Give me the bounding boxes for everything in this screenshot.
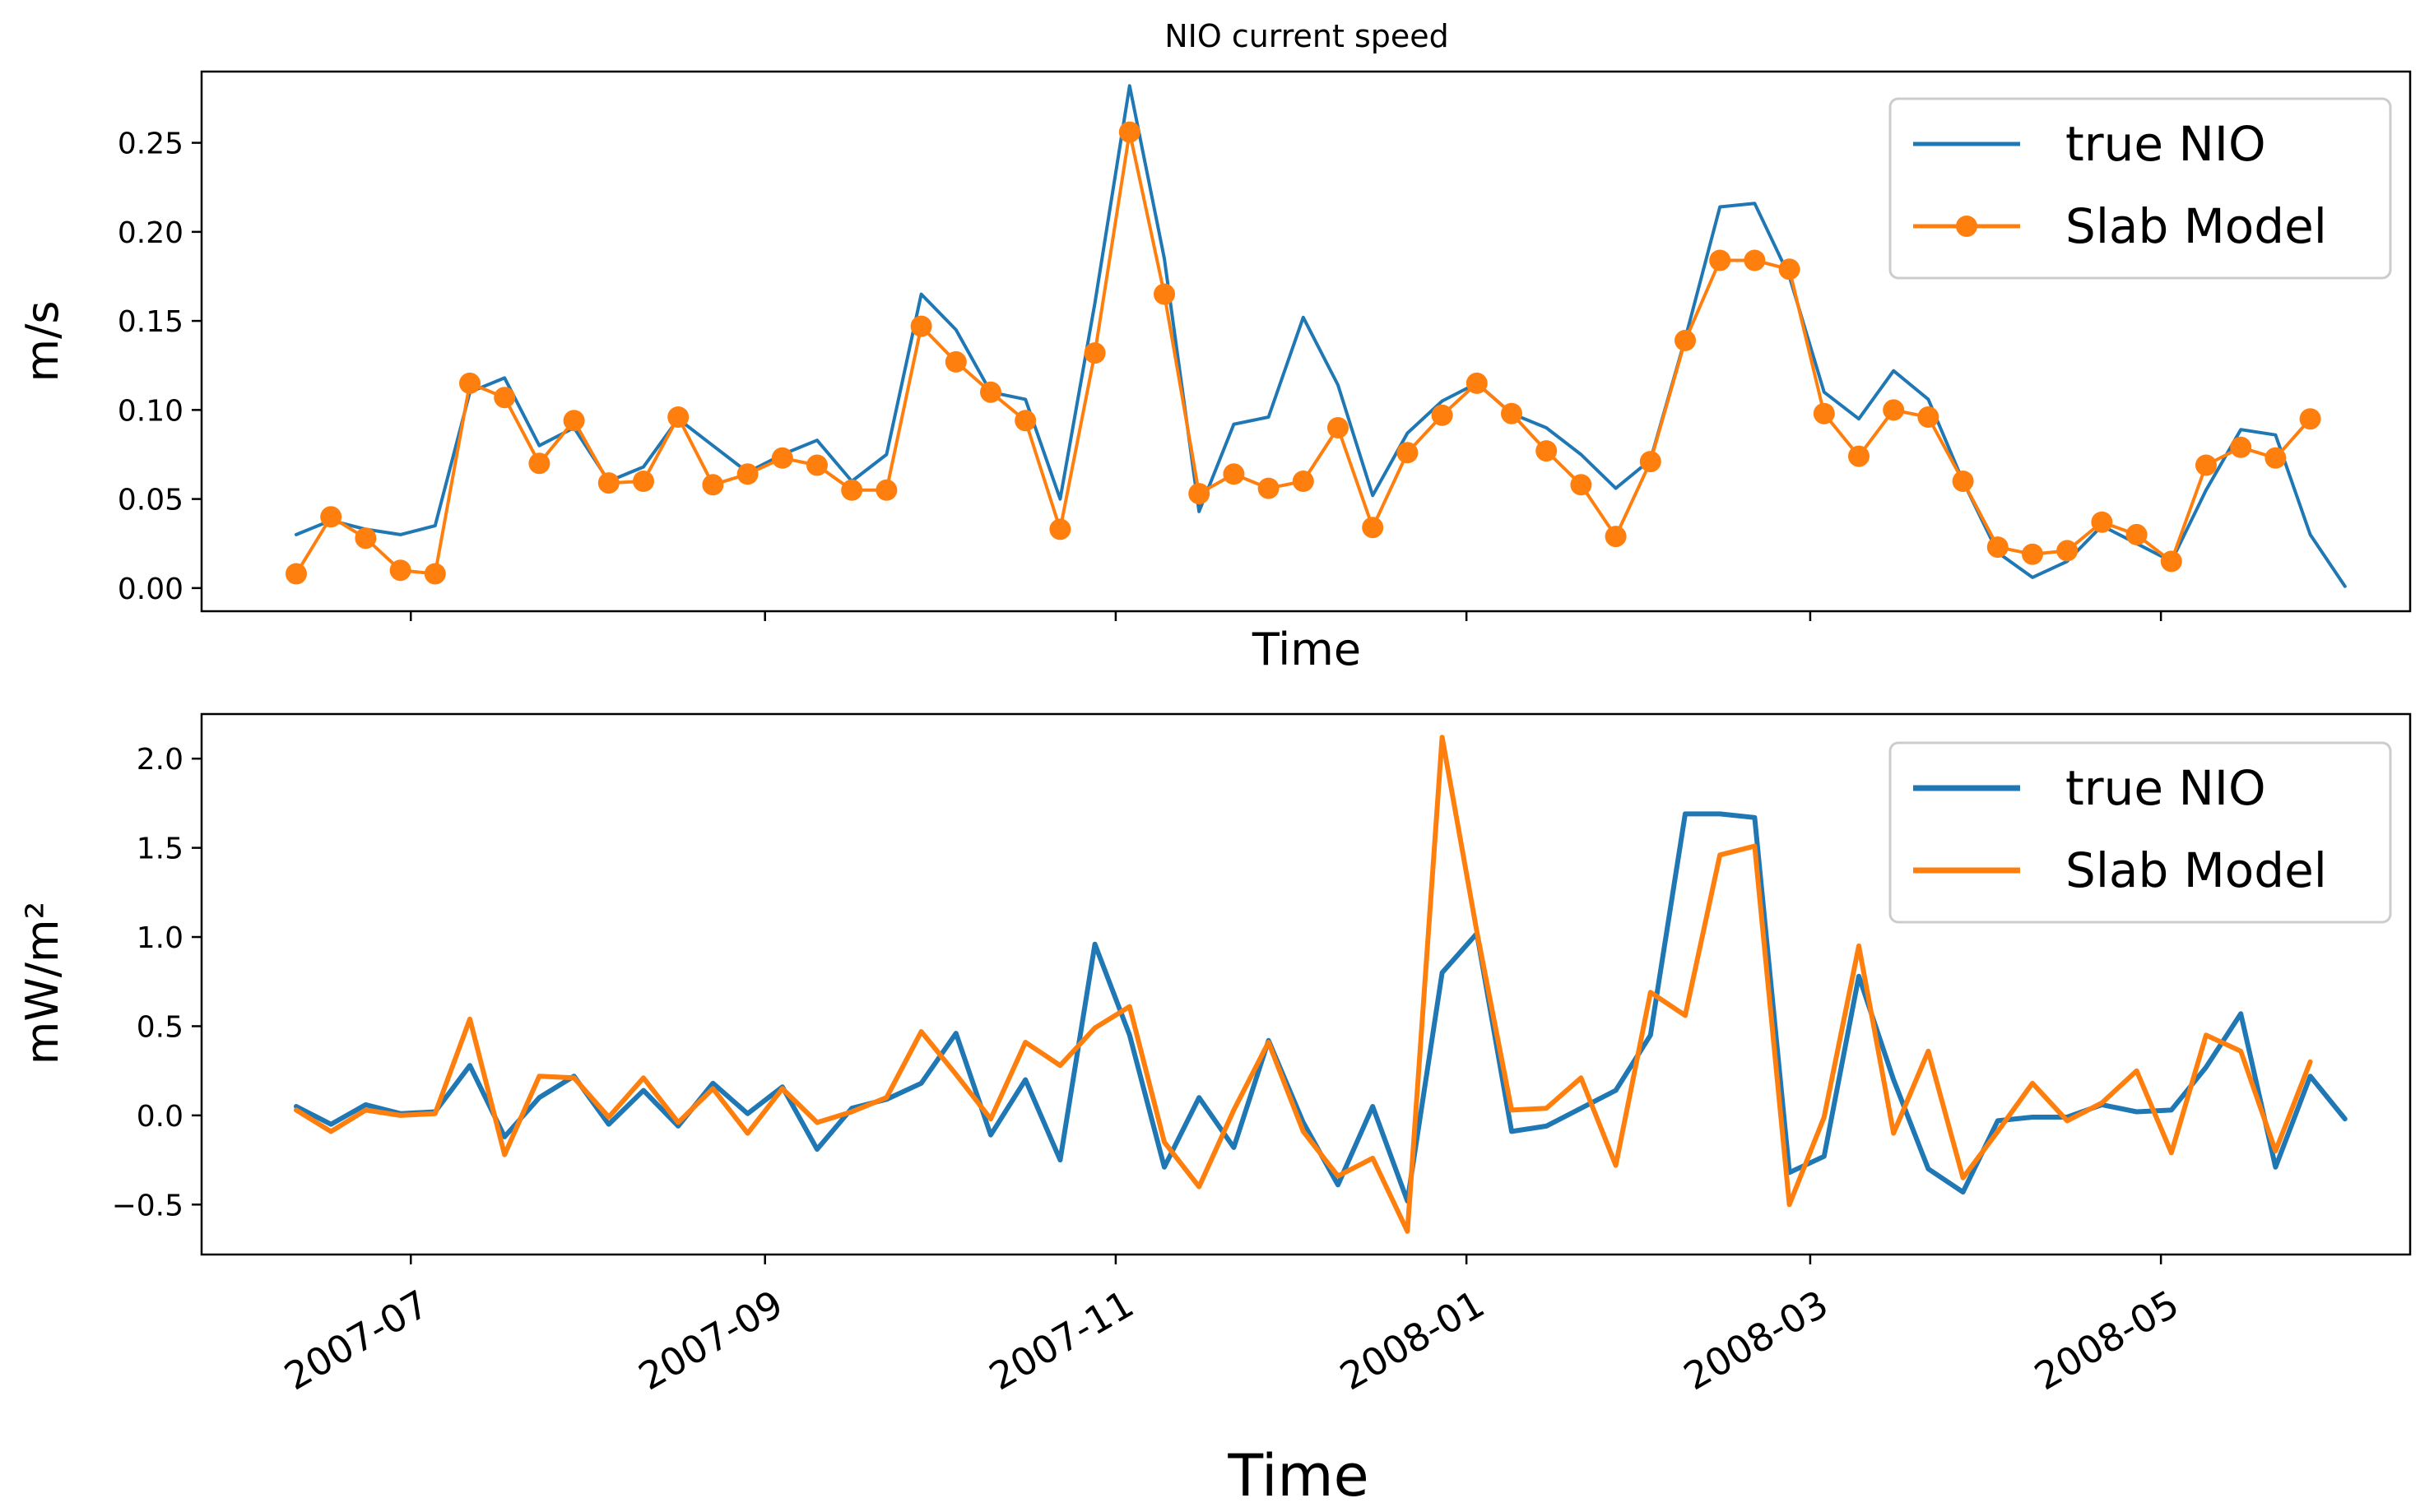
slab-model-point <box>1848 445 1870 467</box>
slab-model-point <box>1292 471 1314 492</box>
speed-y-axis-title: m/s <box>16 301 68 383</box>
slab-model-point <box>2056 540 2079 562</box>
power-legend-true-nio-label: true NIO <box>2065 760 2266 816</box>
slab-model-point <box>1778 258 1800 281</box>
slab-model-point <box>286 563 307 585</box>
y-tick-label: 0.00 <box>118 573 183 606</box>
power-plot-area <box>294 735 2348 1234</box>
y-tick-label: 0.15 <box>118 305 183 339</box>
slab-model-point <box>2091 511 2113 533</box>
power-legend: true NIO Slab Model <box>1888 741 2392 924</box>
power-legend-slab-label: Slab Model <box>2065 842 2327 898</box>
slab-model-point <box>1813 402 1835 424</box>
slab-model-point <box>1154 283 1175 305</box>
slab-model-point <box>1118 121 1140 143</box>
power-x-axis-title: Time <box>1227 1442 1368 1510</box>
power-axes-frame <box>200 712 2412 1256</box>
slab-model-point <box>1709 249 1731 271</box>
slab-model-point <box>1986 536 2009 559</box>
slab-model-series-line <box>294 735 2313 1234</box>
slab-model-point <box>1084 342 1106 364</box>
slab-model-point <box>841 479 863 501</box>
slab-model-point <box>1535 440 1558 462</box>
y-tick-label: 0.10 <box>118 394 183 428</box>
slab-model-point <box>1396 442 1419 464</box>
slab-model-point <box>2125 523 2148 545</box>
speed-legend-true-nio-label: true NIO <box>2065 116 2266 172</box>
slab-model-point <box>2160 550 2182 573</box>
slab-model-point <box>980 381 1001 403</box>
y-tick-label: 0.05 <box>118 484 183 517</box>
slab-model-point <box>1675 329 1696 351</box>
slab-model-point <box>597 472 620 494</box>
slab-model-point <box>1327 417 1349 438</box>
slab-model-point <box>945 350 967 373</box>
slab-model-point <box>1952 471 1974 492</box>
slab-model-point <box>2299 408 2321 430</box>
slab-model-point <box>1639 451 1661 473</box>
speed-plot-area <box>286 84 2347 588</box>
slab-model-point <box>736 463 759 485</box>
slab-model-point <box>563 410 585 432</box>
slab-model-point <box>1223 463 1245 485</box>
slab-model-point <box>320 506 342 528</box>
chart-title: NIO current speed <box>1164 18 1449 54</box>
slab-model-point <box>1917 406 1939 428</box>
y-tick-label: 0.5 <box>137 1010 183 1044</box>
y-tick-label: 1.0 <box>137 921 183 955</box>
y-tick-label: 0.20 <box>118 216 183 250</box>
slab-model-point <box>771 447 793 469</box>
slab-model-point <box>702 474 724 496</box>
true-nio-series-line <box>295 84 2347 588</box>
slab-model-point <box>1362 517 1384 539</box>
slab-model-point <box>1570 474 1592 496</box>
slab-model-point <box>355 527 377 550</box>
slab-model-point <box>1015 410 1037 432</box>
power-y-ticks: −0.5 0.0 0.5 1.0 1.5 2.0 <box>112 743 202 1222</box>
slab-model-point <box>1883 399 1905 421</box>
speed-x-axis-title: Time <box>1252 624 1361 675</box>
slab-model-point <box>2195 454 2217 476</box>
slab-model-point <box>2230 436 2252 458</box>
slab-model-point <box>494 387 516 409</box>
speed-panel: NIO current speed 0.000.050.100.150.200.… <box>16 18 2412 675</box>
slab-model-point <box>1188 483 1210 505</box>
slab-model-point <box>1605 526 1627 548</box>
slab-model-point <box>1466 372 1488 394</box>
y-tick-label: −0.5 <box>112 1189 183 1222</box>
slab-model-point <box>528 452 550 475</box>
slab-model-point <box>459 372 481 394</box>
slab-model-point <box>389 559 411 582</box>
y-tick-label: 2.0 <box>137 743 183 777</box>
speed-y-ticks: 0.00 0.05 0.10 0.15 0.20 0.25 <box>118 128 202 606</box>
slab-model-point <box>667 406 690 428</box>
slab-model-point <box>1431 404 1453 426</box>
slab-model-point <box>633 471 654 492</box>
y-tick-label: 0.25 <box>118 128 183 161</box>
speed-axes-frame <box>200 70 2412 613</box>
slab-model-point <box>910 315 932 337</box>
slab-model-point <box>1049 518 1071 540</box>
slab-model-point <box>1744 249 1766 271</box>
slab-model-point <box>1257 477 1280 499</box>
slab-model-point <box>876 479 898 501</box>
speed-legend-slab-marker <box>1956 216 1977 237</box>
speed-legend-slab-label: Slab Model <box>2065 198 2327 254</box>
slab-model-point <box>2022 543 2043 565</box>
y-tick-label: 1.5 <box>137 833 183 866</box>
slab-model-point <box>2264 447 2287 469</box>
slab-model-point <box>424 563 446 585</box>
slab-model-point <box>1501 402 1522 424</box>
speed-x-ticks <box>410 611 2162 621</box>
y-tick-label: 0.0 <box>137 1100 183 1134</box>
slab-model-point <box>806 454 828 476</box>
power-y-axis-title: mW/m² <box>16 902 68 1064</box>
speed-legend: true NIO Slab Model <box>1888 97 2392 280</box>
